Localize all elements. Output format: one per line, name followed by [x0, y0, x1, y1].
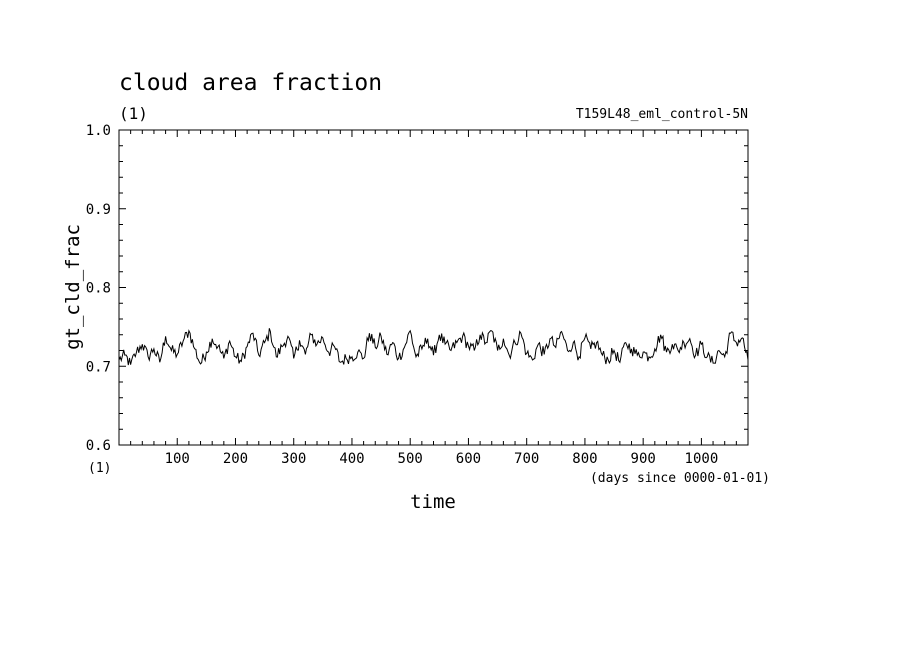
x-tick-label: 500 — [398, 451, 423, 467]
x-tick-label: 1000 — [685, 451, 719, 467]
x-tick-label: 800 — [572, 451, 597, 467]
chart-title: cloud area fraction — [119, 70, 382, 96]
x-axis-ticks — [130, 130, 737, 445]
x-tick-label: 300 — [281, 451, 306, 467]
x-axis-units: (days since 0000-01-01) — [590, 471, 770, 486]
x-tick-label: 400 — [339, 451, 364, 467]
y-axis-ticks — [119, 145, 748, 430]
series-line — [118, 328, 749, 366]
y-tick-label: 0.9 — [86, 202, 111, 218]
y-axis-tick-labels: 0.6 0.7 0.8 0.9 1.0 — [86, 123, 111, 454]
chart-units: (1) — [119, 104, 148, 123]
x-axis-label: time — [410, 491, 456, 513]
x-axis-tick-labels: 100 200 300 400 500 600 700 800 900 1000 — [165, 451, 719, 467]
x-tick-label: 900 — [631, 451, 656, 467]
y-axis-label: gt_cld_frac — [62, 224, 84, 350]
experiment-name: T159L48_eml_control-5N — [576, 107, 748, 122]
x-axis-units-left: (1) — [88, 461, 111, 476]
plot-frame — [118, 129, 749, 446]
x-tick-label: 700 — [514, 451, 539, 467]
y-tick-label: 0.7 — [86, 359, 111, 375]
y-tick-label: 0.8 — [86, 281, 111, 297]
x-tick-label: 100 — [165, 451, 190, 467]
x-tick-label: 200 — [223, 451, 248, 467]
x-tick-label: 600 — [456, 451, 481, 467]
y-tick-label: 1.0 — [86, 123, 111, 139]
y-tick-label: 0.6 — [86, 438, 111, 454]
